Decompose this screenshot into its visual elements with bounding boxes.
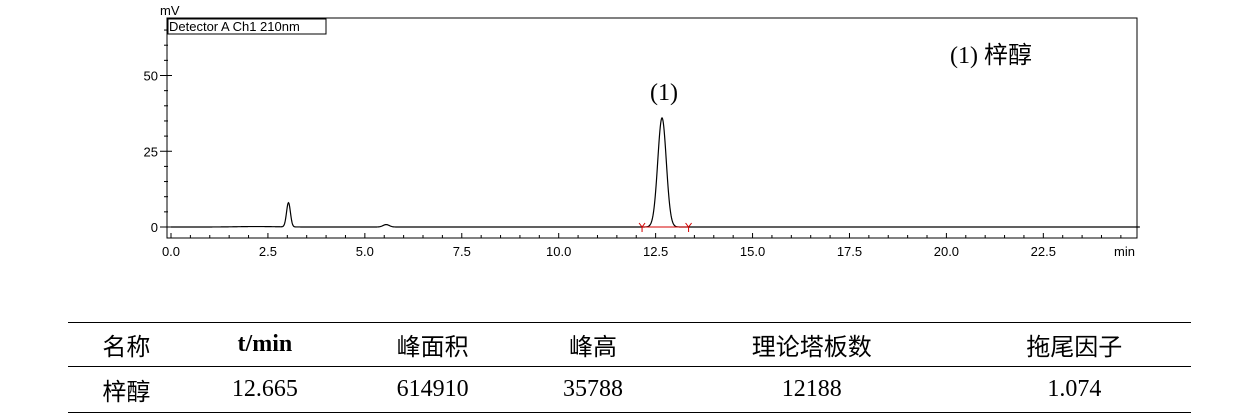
integration-mark <box>685 222 692 232</box>
result-table: 名称 t/min 峰面积 峰高 理论塔板数 拖尾因子 梓醇 12.665 614… <box>68 322 1191 413</box>
header-plates: 理论塔板数 <box>665 322 958 367</box>
peak-legend: (1) 梓醇 <box>950 42 1032 69</box>
header-name: 名称 <box>68 322 185 367</box>
table-row: 梓醇 12.665 614910 35788 12188 1.074 <box>68 366 1191 413</box>
x-tick-label: 12.5 <box>643 244 668 259</box>
chromatogram: 0.0 2.5 5.0 7.5 10.0 12.5 15.0 17.5 20.0 22.5 0 25 5… <box>144 3 1140 260</box>
axis-ticks <box>160 29 1122 238</box>
peak-label: (1) <box>650 80 678 106</box>
x-tick-label: 0.0 <box>162 244 180 259</box>
header-tailing: 拖尾因子 <box>957 322 1191 367</box>
chromatogram-trace <box>171 117 1140 228</box>
x-tick-label: 15.0 <box>740 244 765 259</box>
x-tick-label: 20.0 <box>934 244 959 259</box>
x-tick-label: 22.5 <box>1031 244 1056 259</box>
table-header-row: 名称 t/min 峰面积 峰高 理论塔板数 拖尾因子 <box>68 322 1191 367</box>
x-tick-label: 10.0 <box>546 244 571 259</box>
cell-peak-area: 614910 <box>345 366 521 413</box>
header-retention-time: t/min <box>184 322 346 367</box>
x-tick-label: 5.0 <box>356 244 374 259</box>
y-axis-label: mV <box>160 3 180 18</box>
axis-tick-labels: 0.0 2.5 5.0 7.5 10.0 12.5 15.0 17.5 20.0 22.5 0 25 5… <box>144 69 1056 260</box>
cell-peak-height: 35788 <box>520 366 666 413</box>
cell-name: 梓醇 <box>68 366 185 413</box>
x-tick-label: 7.5 <box>453 244 471 259</box>
integration-marker <box>638 222 692 232</box>
y-tick-label: 50 <box>144 69 158 84</box>
plot-frame <box>166 17 1138 239</box>
header-peak-area: 峰面积 <box>345 322 521 367</box>
y-tick-label: 0 <box>151 220 158 235</box>
cell-retention-time: 12.665 <box>184 366 346 413</box>
legend-box <box>167 18 327 35</box>
legend-text: Detector A Ch1 210nm <box>169 19 300 34</box>
cell-plates: 12188 <box>665 366 958 413</box>
cell-tailing: 1.074 <box>957 366 1191 413</box>
integration-mark <box>638 222 646 232</box>
x-tick-label: 2.5 <box>259 244 277 259</box>
x-axis-label: min <box>1114 244 1135 259</box>
y-tick-label: 25 <box>144 144 158 159</box>
x-tick-label: 17.5 <box>837 244 862 259</box>
header-peak-height: 峰高 <box>520 322 666 367</box>
